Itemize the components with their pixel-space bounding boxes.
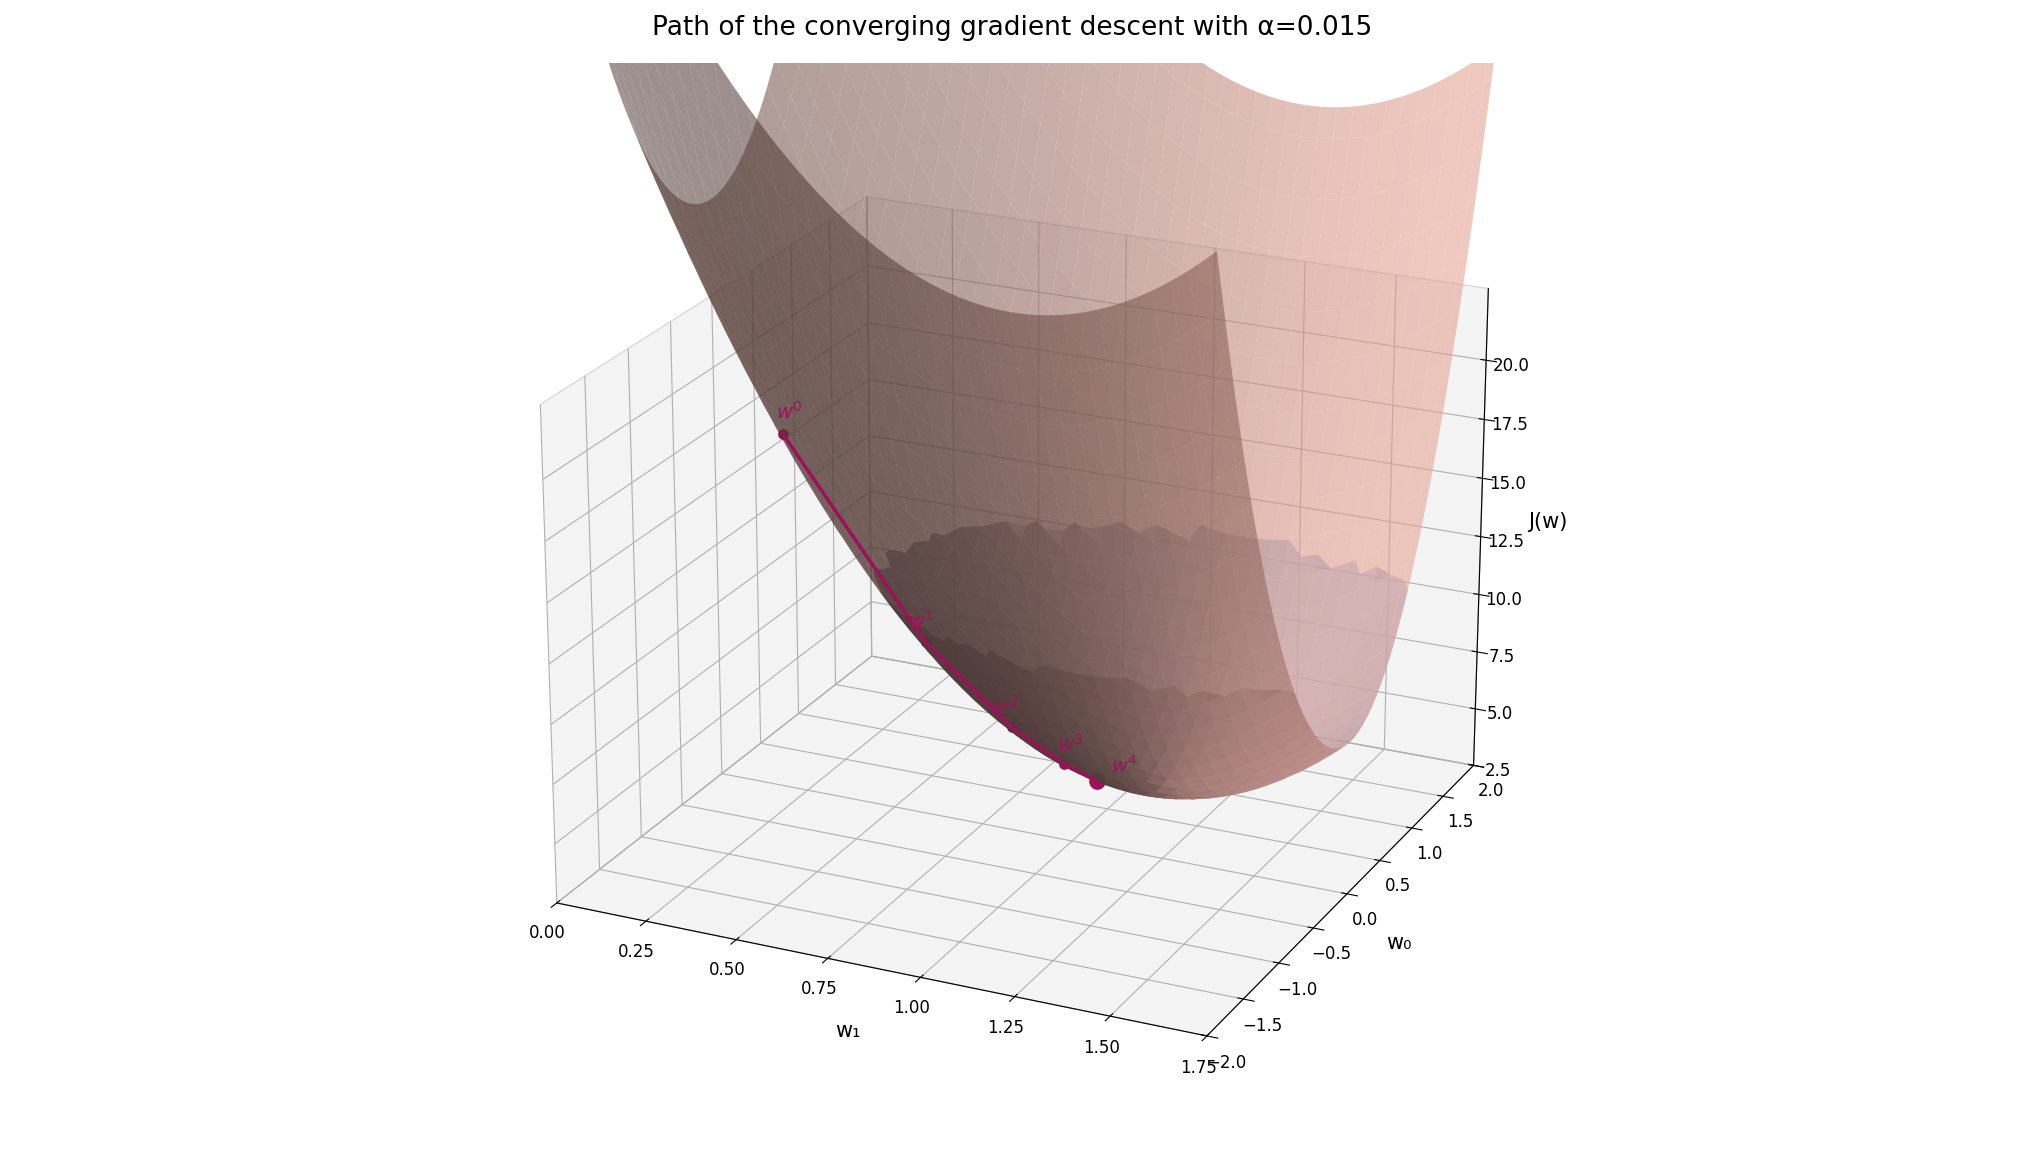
Y-axis label: w₀: w₀	[1387, 932, 1411, 953]
X-axis label: w₁: w₁	[836, 1021, 861, 1041]
Title: Path of the converging gradient descent with α=0.015: Path of the converging gradient descent …	[652, 15, 1373, 41]
